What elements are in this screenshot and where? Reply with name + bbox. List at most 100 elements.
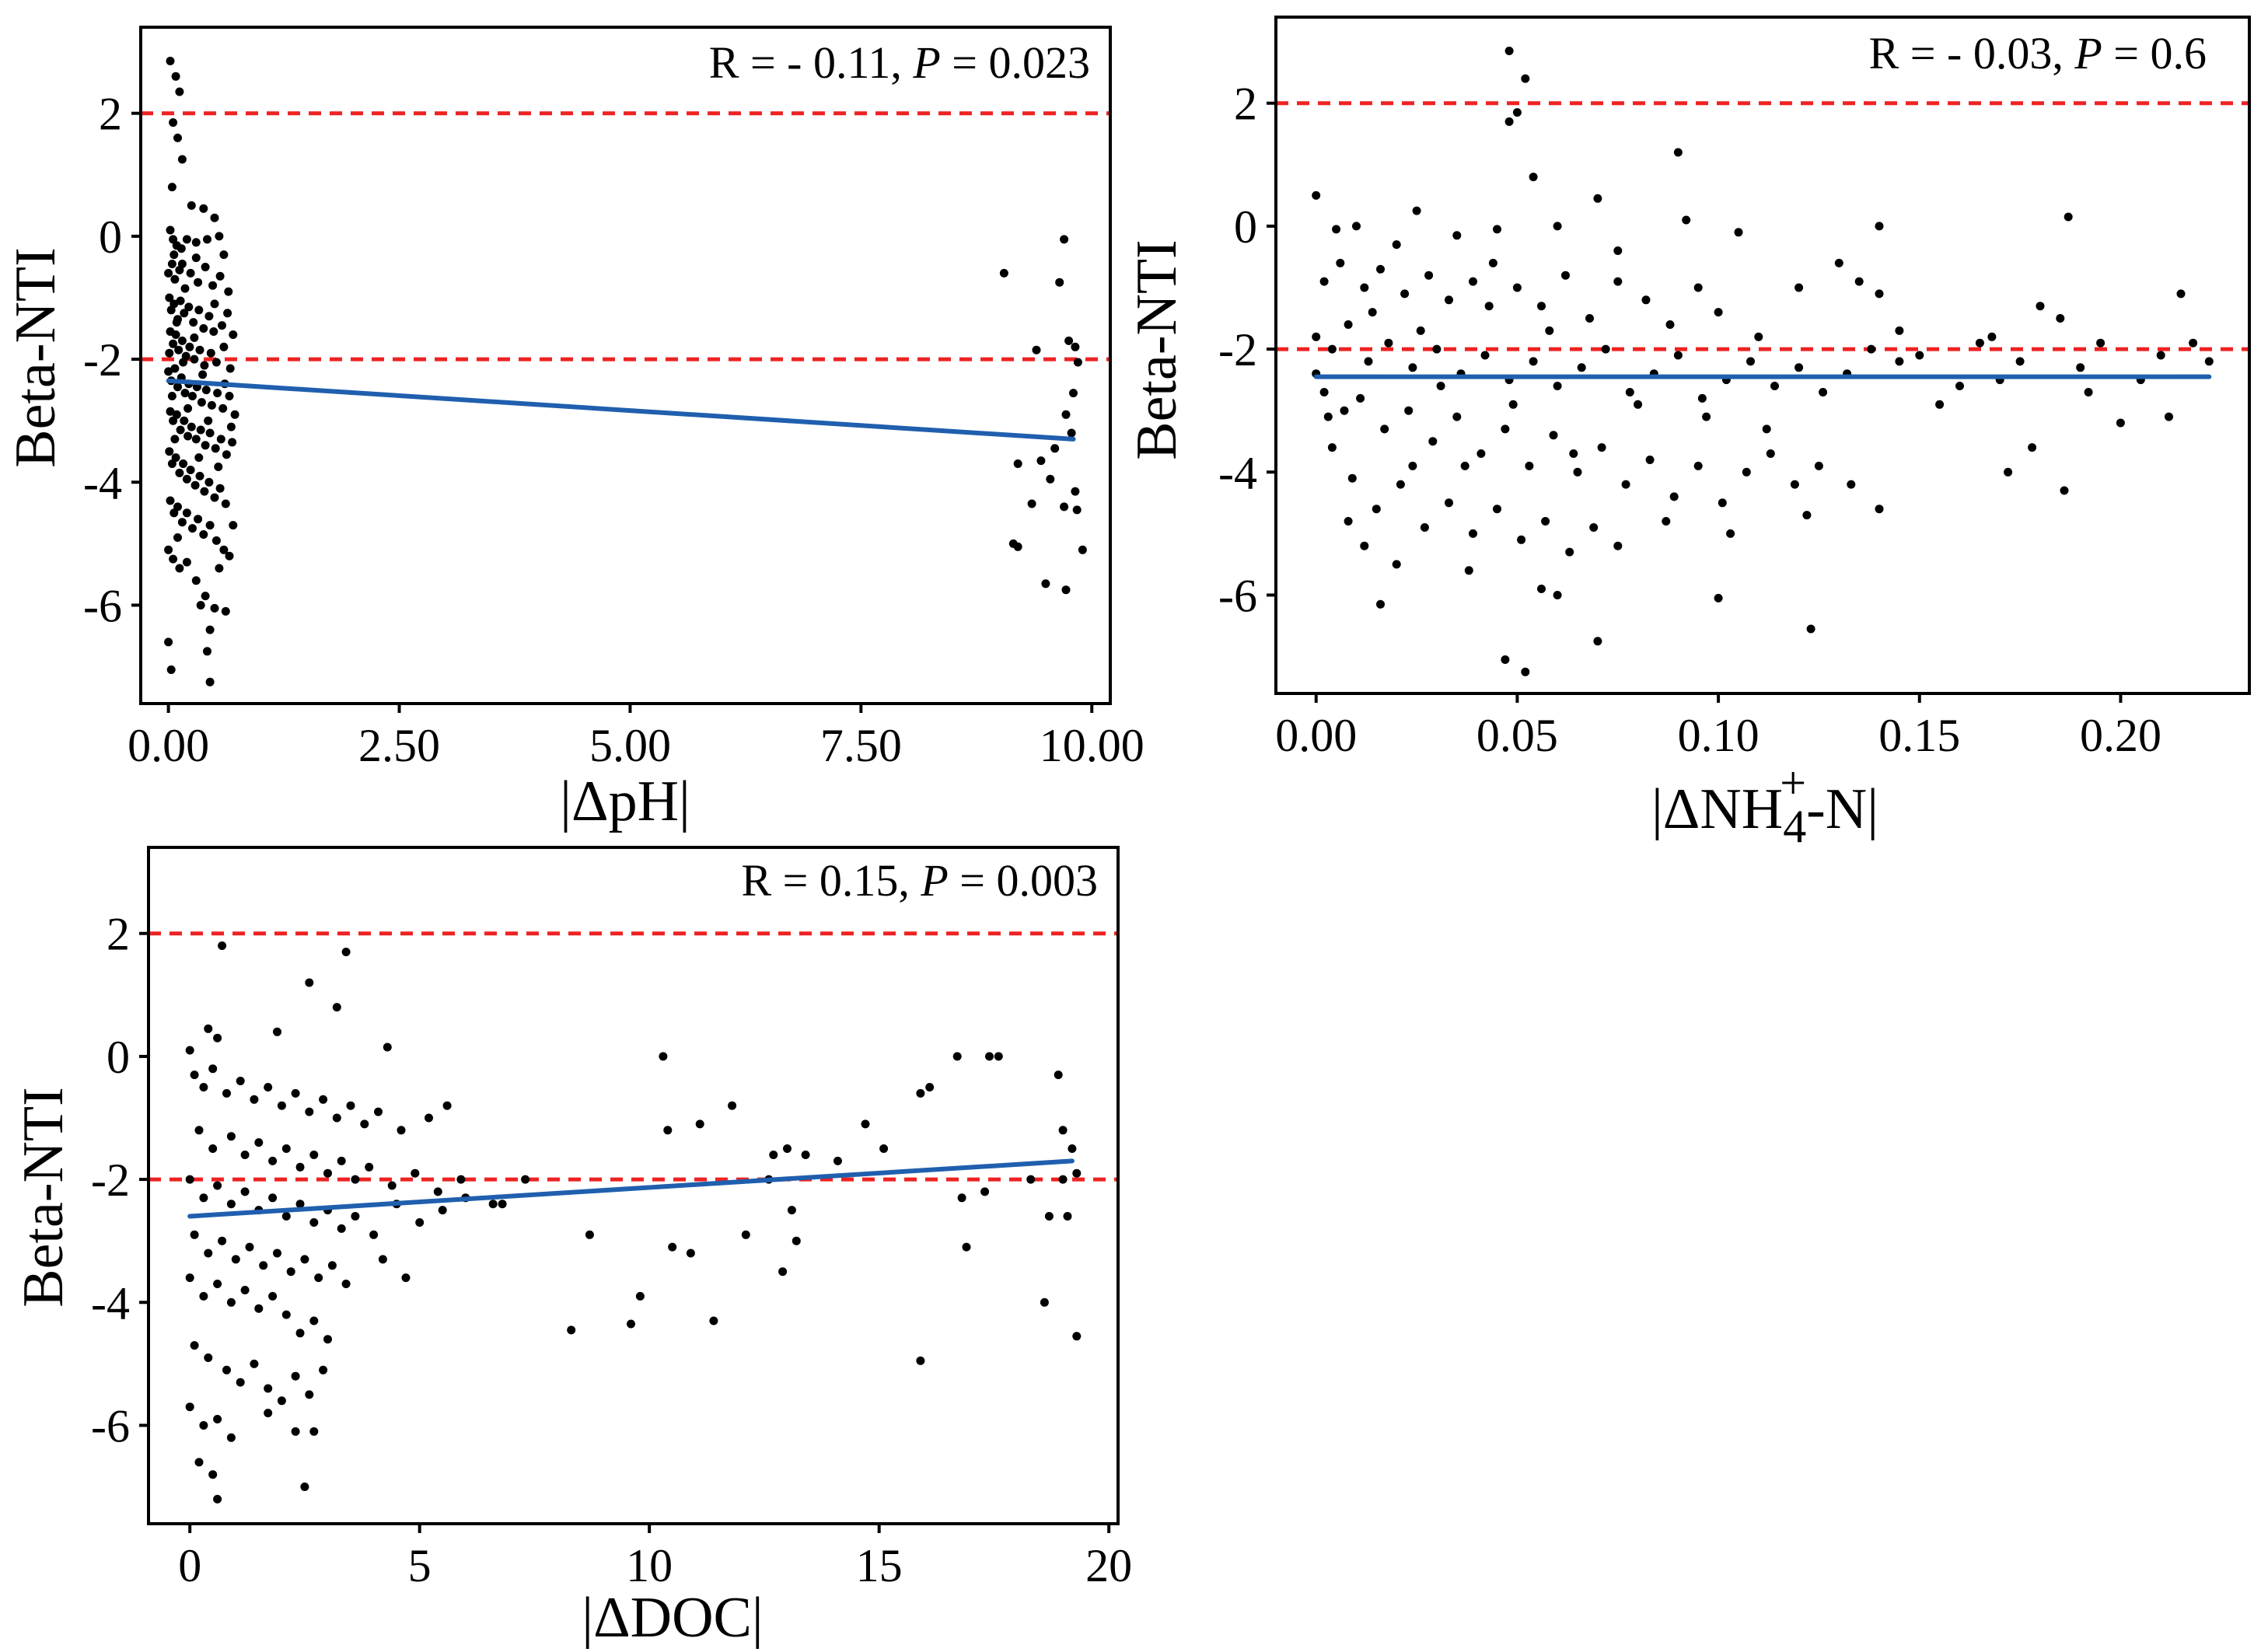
data-point <box>1347 473 1357 483</box>
data-point <box>323 1168 332 1178</box>
data-point <box>180 284 190 293</box>
data-point <box>1340 406 1349 415</box>
x-axis-title: |ΔNH4+-N| <box>1651 757 1878 852</box>
x-tick-label: 10.00 <box>1040 720 1144 771</box>
data-point <box>1854 277 1864 286</box>
data-point <box>1553 591 1562 599</box>
data-point <box>488 1200 498 1209</box>
data-point <box>199 1083 208 1091</box>
data-point <box>309 1316 319 1325</box>
data-point <box>186 268 195 278</box>
data-point <box>264 1409 273 1418</box>
stat-p-value: = 0.003 <box>949 855 1098 906</box>
data-point <box>378 1255 387 1264</box>
data-point <box>957 1193 966 1203</box>
data-point <box>206 348 215 358</box>
data-point <box>1384 338 1393 348</box>
data-point <box>165 447 174 456</box>
data-point <box>783 1144 792 1153</box>
data-point <box>1508 400 1518 409</box>
data-point <box>309 1151 319 1159</box>
data-point <box>182 557 191 567</box>
y-axis: 2 0 -2 -4 -6 <box>1218 79 1276 621</box>
x-axis: 0 5 10 15 20 <box>178 1524 1132 1591</box>
data-point <box>585 1230 594 1239</box>
data-point <box>999 268 1008 278</box>
data-point <box>1376 599 1385 609</box>
data-point <box>200 487 209 496</box>
y-tick-label: 0 <box>99 211 122 263</box>
data-point <box>190 1230 199 1239</box>
x-tick-label: 0.10 <box>1678 710 1760 761</box>
data-point <box>213 1415 222 1423</box>
data-point <box>254 1304 264 1313</box>
data-point <box>169 299 179 309</box>
data-point <box>231 1255 240 1264</box>
data-point <box>171 72 180 81</box>
data-point <box>223 309 232 318</box>
stat-p-symbol: P <box>920 855 948 906</box>
data-point <box>1762 424 1771 434</box>
data-point <box>211 536 221 545</box>
data-point <box>185 1046 194 1055</box>
y-tick-label: -2 <box>91 1154 130 1206</box>
data-point <box>185 1273 194 1283</box>
data-point <box>2189 338 2198 348</box>
data-point <box>245 1242 254 1252</box>
data-point <box>179 358 188 367</box>
data-point <box>1336 258 1345 267</box>
data-point <box>166 407 175 416</box>
reference-lines <box>1276 101 2249 351</box>
data-point <box>319 1365 328 1374</box>
data-point <box>1013 459 1022 468</box>
data-point <box>1645 456 1655 464</box>
data-point <box>190 1341 199 1350</box>
y-tick-label: -4 <box>1218 447 1257 498</box>
data-point <box>177 260 187 268</box>
data-point <box>204 1024 213 1033</box>
data-point <box>1577 363 1586 372</box>
data-point <box>1040 1298 1049 1307</box>
data-point <box>226 422 236 431</box>
x-title-subscript: 4 <box>1783 801 1806 852</box>
data-points <box>185 941 1082 1504</box>
data-point <box>230 410 239 419</box>
data-point <box>166 665 176 674</box>
data-point <box>169 118 178 127</box>
data-point <box>438 1206 447 1215</box>
data-point <box>1476 449 1486 458</box>
data-point <box>305 978 314 987</box>
data-point <box>1847 480 1856 489</box>
panel-doc: 20-2-4-6 0 5 10 15 20 Beta-NTI |ΔDOC| R = 0.… <box>12 846 1132 1650</box>
data-point <box>456 1175 466 1184</box>
data-point <box>1673 351 1683 360</box>
data-point <box>185 1402 194 1412</box>
data-point <box>170 364 180 373</box>
data-point <box>1050 444 1060 453</box>
data-point <box>205 625 215 634</box>
y-tick-label: 0 <box>1234 201 1257 253</box>
data-point <box>1718 498 1727 508</box>
data-point <box>222 450 231 459</box>
data-point <box>207 400 216 410</box>
data-point <box>1935 400 1945 409</box>
data-point <box>173 502 182 512</box>
data-point <box>1344 517 1353 526</box>
data-point <box>365 1162 374 1172</box>
data-point <box>305 1390 314 1399</box>
data-point <box>205 521 215 530</box>
data-point <box>199 204 208 213</box>
data-point <box>1693 283 1703 292</box>
fit-line-group <box>166 378 1076 442</box>
data-point <box>201 263 210 271</box>
data-point <box>173 533 182 542</box>
data-point <box>177 155 187 164</box>
data-point <box>1380 424 1389 434</box>
data-point <box>208 1144 218 1153</box>
data-point <box>195 345 204 354</box>
data-point <box>1742 467 1751 477</box>
data-point <box>668 1242 677 1252</box>
data-point <box>627 1319 635 1329</box>
data-point <box>1545 326 1554 335</box>
data-point <box>300 1255 309 1264</box>
